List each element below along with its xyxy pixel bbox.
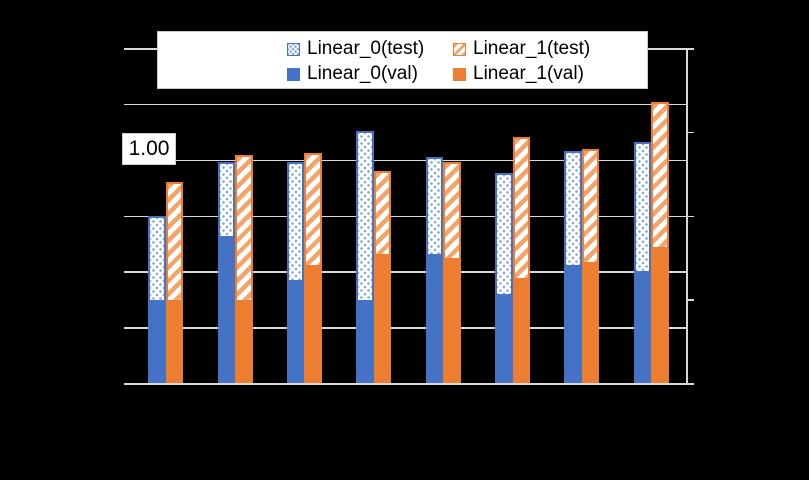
plot-area	[131, 48, 686, 383]
legend-entry-linear1-test: Linear_1(test)	[453, 38, 591, 59]
gridline	[131, 103, 686, 106]
bar-linear1-val-g7	[581, 262, 600, 383]
legend-label: Linear_0(val)	[307, 63, 418, 84]
y-axis-label-box: 1.00	[122, 133, 176, 165]
bar-linear1-val-g1	[165, 300, 184, 383]
legend-label: Linear_1(test)	[473, 38, 591, 59]
secondary-y-axis-tick	[686, 299, 694, 301]
bar-linear1-val-g6	[512, 278, 531, 383]
gridline	[131, 327, 686, 329]
legend-entry-linear0-val: Linear_0(val)	[287, 63, 418, 84]
bar-linear0-val-g7	[564, 264, 582, 383]
bar-linear1-val-g3	[304, 264, 322, 383]
legend-marker-solid-orange-icon	[453, 67, 466, 81]
legend-label: Linear_0(test)	[307, 38, 425, 59]
legend-entry-linear1-val: Linear_1(val)	[453, 63, 584, 84]
legend-marker-pattern-blue-icon	[287, 42, 300, 56]
legend-marker-solid-blue-icon	[287, 67, 300, 81]
bar-linear0-val-g4	[356, 300, 374, 383]
gridline	[131, 215, 686, 217]
bar-linear0-val-g5	[425, 253, 444, 383]
secondary-y-axis-tick	[686, 131, 694, 134]
y-axis-tick	[124, 327, 137, 329]
y-axis-tick	[124, 383, 137, 385]
legend-marker-pattern-orange-icon	[453, 42, 466, 56]
gridline	[131, 159, 686, 162]
bar-linear1-val-g8	[651, 246, 669, 383]
legend-label: Linear_1(val)	[473, 63, 584, 84]
secondary-y-axis-tick	[686, 383, 694, 385]
y-axis-tick	[124, 48, 137, 50]
gridline	[131, 271, 686, 273]
legend-entry-linear0-test: Linear_0(test)	[287, 38, 425, 59]
bar-linear1-val-g2	[235, 300, 253, 383]
secondary-y-axis-tick	[686, 215, 694, 217]
bar-linear1-val-g4	[373, 253, 392, 383]
y-axis-label: 1.00	[128, 137, 170, 160]
secondary-y-axis-tick	[686, 48, 694, 50]
bar-linear0-val-g2	[217, 235, 236, 383]
bar-linear0-val-g1	[148, 300, 166, 383]
y-axis-tick	[124, 215, 137, 217]
legend: Linear_0(test) Linear_1(test) Linear_0(v…	[157, 31, 648, 89]
bar-linear0-val-g8	[633, 271, 652, 383]
bar-linear1-val-g5	[443, 257, 461, 383]
x-axis-line	[131, 383, 687, 385]
y-axis-tick	[124, 103, 137, 106]
bar-linear0-val-g6	[495, 293, 513, 383]
y-axis-tick	[124, 271, 137, 273]
bar-linear0-val-g3	[286, 280, 305, 383]
